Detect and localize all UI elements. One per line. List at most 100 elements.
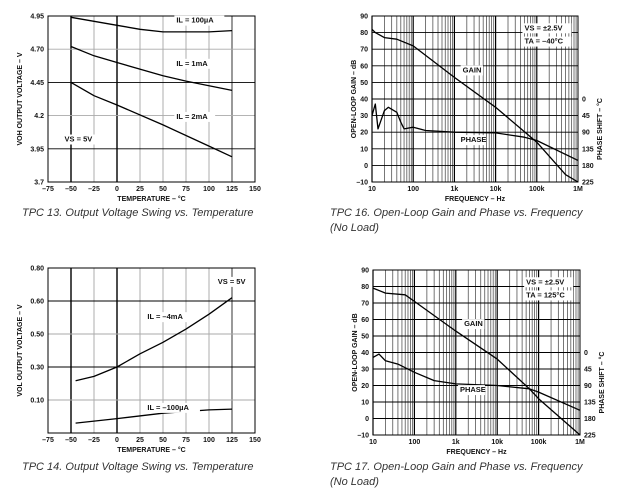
series-line-phase: [372, 353, 581, 411]
x-axis-label: TEMPERATURE – °C: [117, 195, 185, 203]
x-tick-label: 125: [226, 186, 238, 193]
x-axis-label: FREQUENCY – Hz: [445, 196, 506, 203]
x-tick-label: 50: [159, 186, 167, 193]
plot-frame: [371, 15, 579, 183]
caption-tpc16-line1: TPC 16. Open-Loop Gain and Phase vs. Fre…: [330, 207, 583, 219]
y-tick-label: 80: [360, 30, 368, 37]
y-tick-label: 10: [361, 400, 369, 407]
x-tick-label: –50: [65, 186, 77, 193]
y2-tick-label: 0: [582, 97, 586, 104]
y2-tick-label: 135: [584, 400, 596, 407]
y-tick-label: 0: [365, 416, 369, 423]
y2-tick-label: 0: [584, 350, 588, 357]
series-label-bg: [145, 402, 200, 413]
series-label: IL = 1mA: [176, 59, 208, 68]
y-tick-label: 0.60: [30, 299, 44, 306]
y-tick-label: 80: [361, 284, 369, 291]
y-tick-label: 0.80: [30, 266, 44, 273]
series-line-il-100-a: [75, 408, 233, 424]
annotation: TA = –40°C: [524, 37, 563, 46]
caption-tpc17-line1: TPC 17. Open-Loop Gain and Phase vs. Fre…: [330, 461, 583, 473]
series-label: IL = 2mA: [176, 112, 208, 121]
x-tick-label: 0: [115, 437, 119, 444]
y-axis-label: OPEN-LOOP GAIN – dB: [351, 60, 358, 138]
x-tick-label: 10k: [491, 439, 503, 446]
y-tick-label: 40: [361, 350, 369, 357]
y-tick-label: 3.95: [30, 146, 44, 153]
caption-tpc13: TPC 13. Output Voltage Swing vs. Tempera…: [22, 207, 254, 219]
y2-axis-label: PHASE SHIFT – °C: [596, 98, 604, 160]
y-tick-label: 70: [361, 301, 369, 308]
y-tick-label: 0: [364, 163, 368, 170]
y-axis-label: OPEN-LOOP GAIN – dB: [352, 313, 359, 391]
series-line-phase: [371, 103, 579, 161]
annotation: VS = ±2.5V: [526, 277, 564, 286]
y-tick-label: 0.30: [30, 365, 44, 372]
x-tick-label: 100: [203, 186, 215, 193]
y-tick-label: 0.10: [30, 398, 44, 405]
annotation: VS = ±2.5V: [524, 23, 562, 32]
y2-tick-label: 225: [584, 433, 596, 440]
series-line-gain: [372, 287, 581, 436]
y-tick-label: 70: [360, 47, 368, 54]
series-label: IL = 100µA: [176, 16, 214, 25]
x-tick-label: 25: [136, 437, 144, 444]
plot-frame: [372, 269, 581, 436]
annotation: VS = 5V: [218, 277, 246, 286]
annotation-bg: [522, 36, 572, 47]
y-tick-label: –10: [356, 180, 368, 187]
series-label-bg: [145, 312, 191, 323]
y2-tick-label: 180: [582, 163, 594, 170]
y-tick-label: 4.45: [30, 80, 44, 87]
x-tick-label: –50: [65, 437, 77, 444]
y-tick-label: 20: [361, 383, 369, 390]
y-tick-label: 30: [361, 367, 369, 374]
y-tick-label: 90: [360, 14, 368, 21]
x-tick-label: –25: [88, 186, 100, 193]
y-axis-label: VOL OUTPUT VOLTAGE – V: [17, 304, 24, 397]
x-tick-label: 1M: [573, 186, 583, 193]
plot-frame: [47, 15, 256, 183]
y-tick-label: –10: [357, 433, 369, 440]
y2-tick-label: 45: [584, 367, 592, 374]
y2-tick-label: 225: [582, 180, 594, 187]
y-tick-label: 40: [360, 97, 368, 104]
y2-tick-label: 90: [582, 130, 590, 137]
series-line-il-2ma: [70, 81, 233, 158]
y-axis-label: VOH OUTPUT VOLTAGE – V: [17, 52, 24, 145]
x-tick-label: 25: [136, 186, 144, 193]
series-line-gain: [371, 28, 579, 183]
x-tick-label: 10: [369, 439, 377, 446]
y-tick-label: 50: [360, 80, 368, 87]
x-tick-label: –75: [42, 437, 54, 444]
plot-frame: [47, 267, 256, 434]
x-tick-label: 150: [249, 186, 261, 193]
series-label-bg: [457, 385, 485, 396]
y2-tick-label: 135: [582, 146, 594, 153]
series-label: GAIN: [463, 65, 482, 74]
annotation-bg: [62, 134, 99, 145]
x-tick-label: 50: [159, 437, 167, 444]
x-tick-label: 1M: [575, 439, 585, 446]
series-label-bg: [174, 58, 216, 69]
x-tick-label: 100: [407, 186, 419, 193]
annotation: VS = 5V: [65, 135, 93, 144]
series-label-bg: [460, 65, 484, 76]
series-label-bg: [458, 135, 486, 146]
y-tick-label: 50: [361, 334, 369, 341]
series-line-il-100-a: [70, 16, 233, 33]
y-tick-label: 0.50: [30, 332, 44, 339]
y2-tick-label: 45: [582, 113, 590, 120]
x-tick-label: 1k: [451, 186, 459, 193]
annotation-bg: [522, 23, 572, 34]
y-tick-label: 3.7: [34, 180, 44, 187]
x-tick-label: 100k: [531, 439, 547, 446]
annotation-bg: [215, 276, 252, 287]
x-tick-label: 10: [368, 186, 376, 193]
y2-axis-label: PHASE SHIFT – °C: [598, 352, 606, 414]
series-label-bg: [174, 111, 216, 122]
x-tick-label: 75: [182, 437, 190, 444]
x-axis-label: FREQUENCY – Hz: [446, 449, 507, 456]
x-tick-label: 0: [115, 186, 119, 193]
